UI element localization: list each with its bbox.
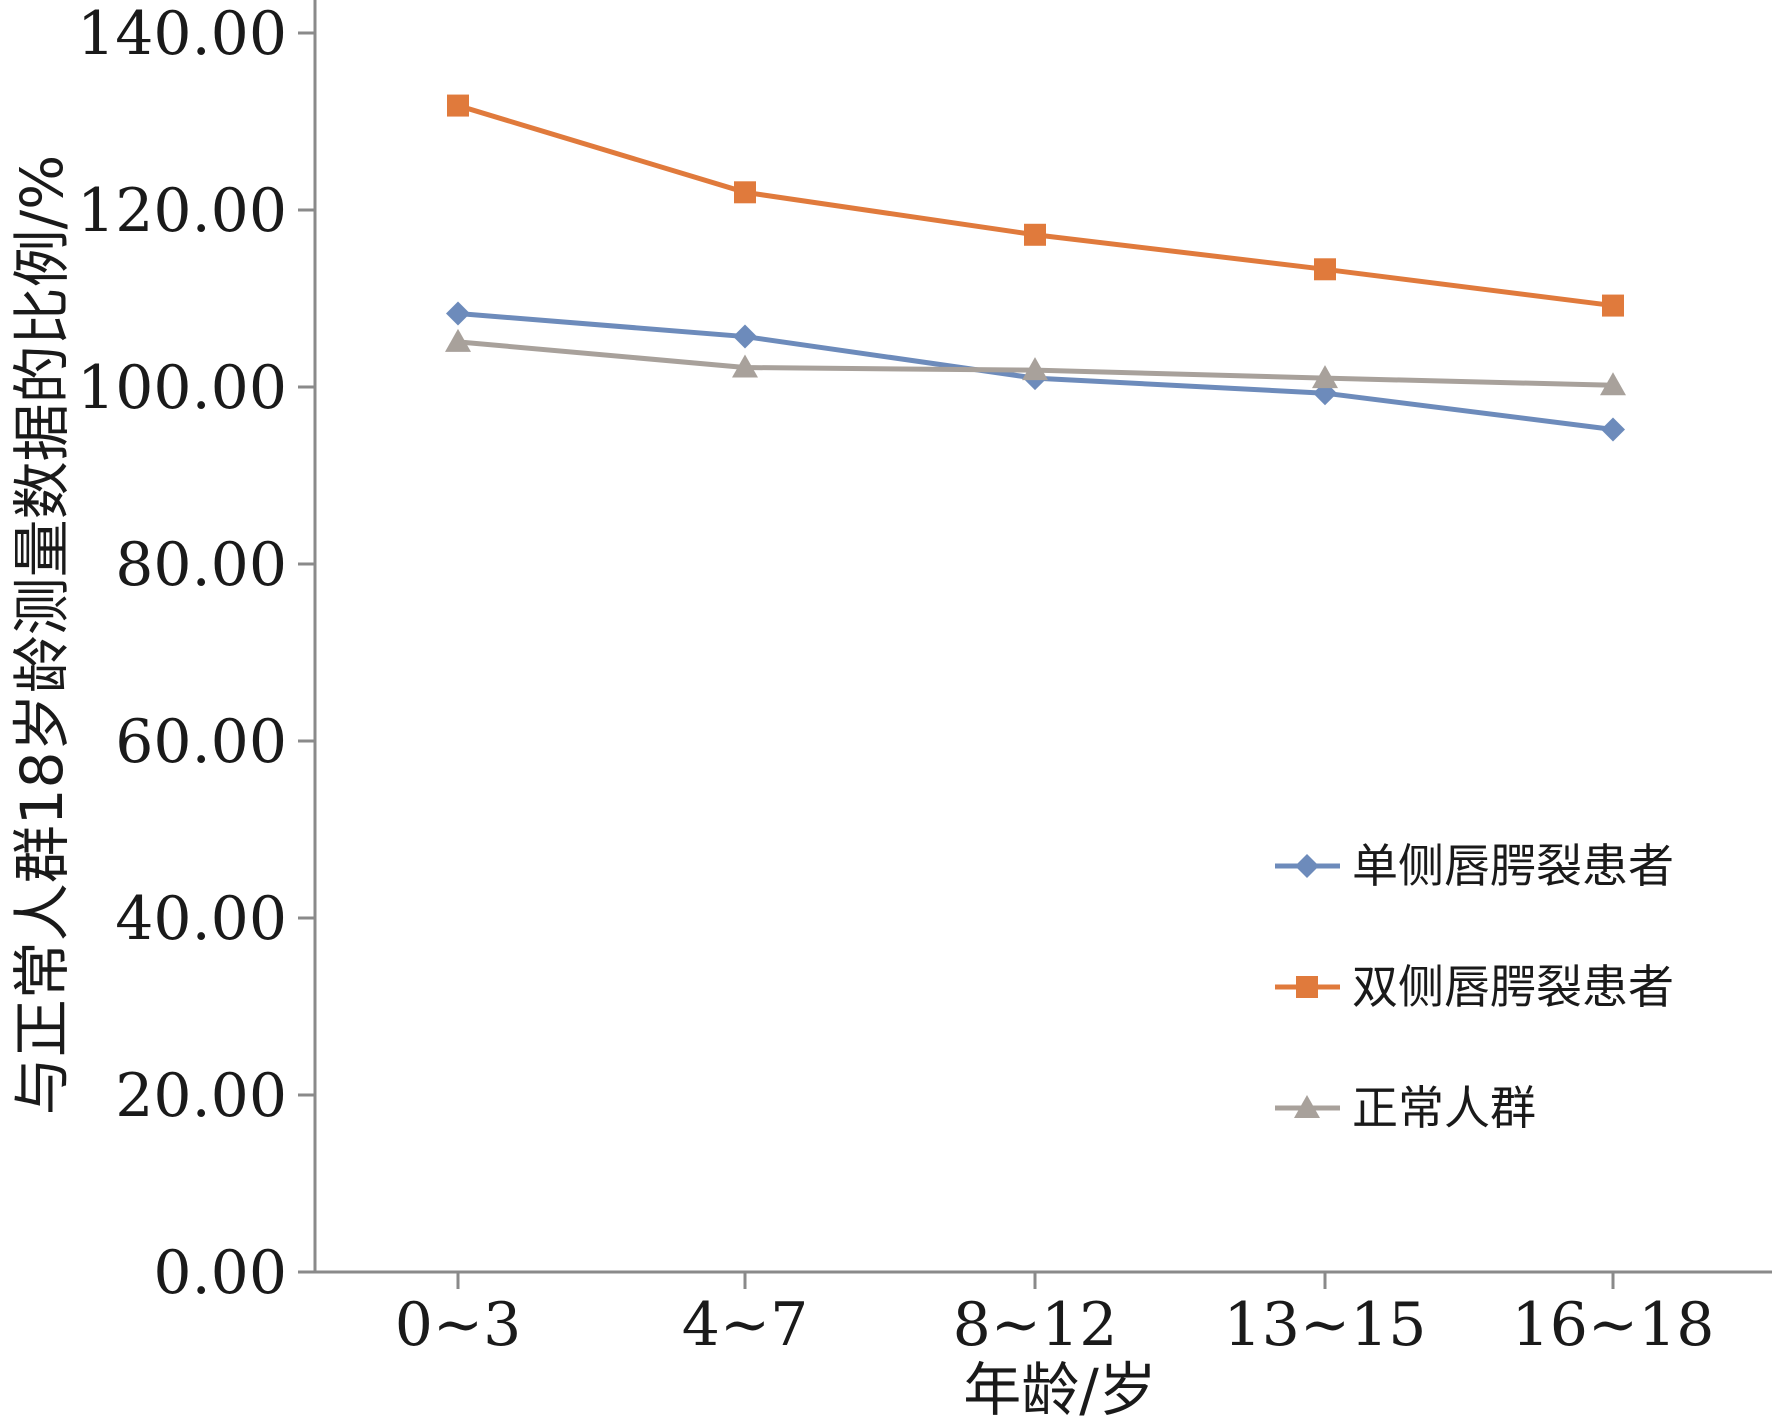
y-tick-label: 0.00: [153, 1238, 287, 1308]
y-axis-title: 与正常人群18岁龄测量数据的比例/%: [8, 155, 76, 1115]
y-tick-label: 100.00: [77, 353, 287, 423]
x-tick-label: 4~7: [682, 1290, 809, 1360]
data-point: [1601, 417, 1625, 442]
legend-label: 正常人群: [1352, 1081, 1536, 1135]
axes: 0.00 20.00 40.00 60.00 80.00 100.00 120.00 140.…: [77, 0, 1772, 1360]
data-point: [445, 328, 471, 352]
series-3: [445, 328, 1626, 396]
y-tick-label: 20.00: [115, 1061, 287, 1131]
legend-swatch-marker: [1296, 976, 1318, 998]
y-tick-label: 80.00: [115, 530, 287, 600]
data-point: [1314, 258, 1336, 281]
x-tick-label: 16~18: [1512, 1290, 1715, 1360]
x-axis-title: 年龄/岁: [963, 1356, 1157, 1424]
data-point: [446, 301, 470, 326]
data-point: [1600, 372, 1626, 396]
x-tick-label: 13~15: [1224, 1290, 1427, 1360]
x-tick-label: 8~12: [953, 1290, 1118, 1360]
series-layer: [445, 94, 1626, 442]
data-point: [1024, 223, 1046, 246]
legend-swatch-marker: [1295, 854, 1319, 878]
data-point: [1312, 365, 1338, 389]
y-tick-label: 120.00: [77, 176, 287, 246]
y-tick-label: 140.00: [77, 0, 287, 69]
x-tick-label: 0~3: [395, 1290, 522, 1360]
legend-item-3: 正常人群: [1275, 1081, 1536, 1135]
y-tick-label: 60.00: [115, 707, 287, 777]
legend-item-2: 双侧唇腭裂患者: [1275, 960, 1674, 1014]
series-2: [447, 94, 1624, 317]
legend-swatch-marker: [1294, 1095, 1320, 1118]
data-point: [1602, 294, 1624, 317]
legend-item-1: 单侧唇腭裂患者: [1275, 839, 1674, 893]
data-point: [732, 354, 758, 378]
data-point: [1022, 357, 1048, 381]
legend-label: 单侧唇腭裂患者: [1352, 839, 1674, 893]
data-point: [447, 94, 469, 117]
data-point: [734, 181, 756, 204]
legend-label: 双侧唇腭裂患者: [1352, 960, 1674, 1014]
y-tick-label: 40.00: [115, 884, 287, 954]
data-point: [733, 324, 757, 349]
series-line: [457, 103, 1614, 309]
